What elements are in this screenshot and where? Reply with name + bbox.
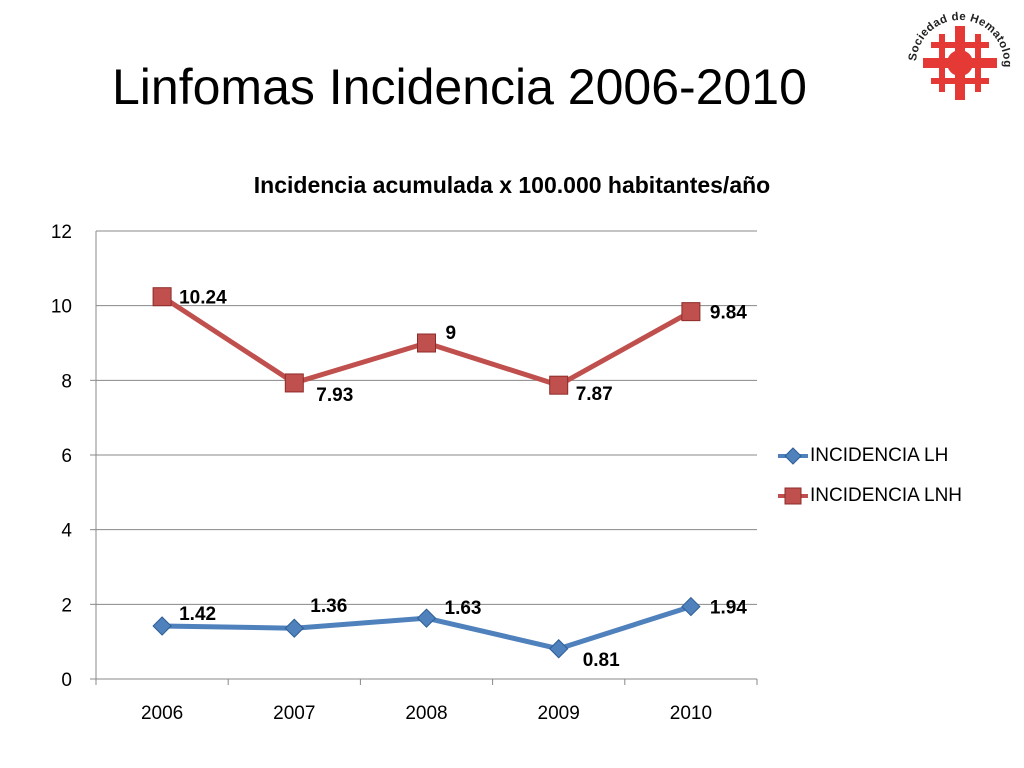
diamond-marker-icon xyxy=(778,447,808,465)
x-tick-label: 2006 xyxy=(141,703,183,724)
data-label: 1.63 xyxy=(445,598,482,619)
data-label: 9.84 xyxy=(710,303,747,324)
data-point xyxy=(548,639,569,659)
legend-label-lh: INCIDENCIA LH xyxy=(810,445,949,466)
data-point xyxy=(681,302,701,322)
data-point xyxy=(417,333,436,353)
grid-lines xyxy=(96,230,757,605)
legend-label-lnh: INCIDENCIA LNH xyxy=(810,485,963,506)
square-marker-icon xyxy=(778,487,808,505)
y-tick-label: 0 xyxy=(61,670,72,691)
data-point xyxy=(549,375,569,395)
data-label: 0.81 xyxy=(583,650,620,671)
y-tick-label: 6 xyxy=(61,446,72,467)
data-point xyxy=(152,287,172,307)
y-tick-label: 10 xyxy=(51,297,72,318)
data-point xyxy=(284,618,305,638)
legend-item-lh: INCIDENCIA LH xyxy=(776,436,962,476)
legend: INCIDENCIA LH INCIDENCIA LNH xyxy=(776,436,962,516)
data-label: 1.94 xyxy=(710,598,747,619)
x-tick-label: 2009 xyxy=(538,703,580,724)
x-tick-label: 2010 xyxy=(670,703,712,724)
x-tick-label: 2007 xyxy=(273,703,315,724)
data-label: 1.42 xyxy=(179,604,216,625)
data-label: 10.24 xyxy=(179,288,227,309)
y-tick-label: 2 xyxy=(61,595,72,616)
data-point xyxy=(681,596,701,617)
chart-title: Incidencia acumulada x 100.000 habitante… xyxy=(253,172,771,198)
axes: 0 2 4 6 8 10 12 2006 2007 2008 2009 2010 xyxy=(51,222,758,724)
data-label: 1.36 xyxy=(310,596,347,617)
y-tick-label: 4 xyxy=(61,521,72,542)
y-tick-label: 8 xyxy=(61,371,72,392)
data-point xyxy=(152,616,172,636)
data-label: 7.87 xyxy=(576,384,613,405)
series xyxy=(152,287,701,659)
hematology-society-logo: Sociedad de Hematología del Uruguay xyxy=(896,0,1013,100)
legend-item-lnh: INCIDENCIA LNH xyxy=(776,476,962,516)
data-point xyxy=(284,373,304,393)
y-tick-label: 12 xyxy=(51,222,72,243)
slide-title: Linfomas Incidencia 2006-2010 xyxy=(112,59,807,115)
data-label: 9 xyxy=(446,323,457,344)
x-tick-label: 2008 xyxy=(405,703,447,724)
data-labels: 1.42 1.36 1.63 0.81 1.94 10.24 7.93 9 7.87 9.84 xyxy=(179,288,747,671)
data-point xyxy=(416,608,437,628)
data-label: 7.93 xyxy=(316,385,353,406)
